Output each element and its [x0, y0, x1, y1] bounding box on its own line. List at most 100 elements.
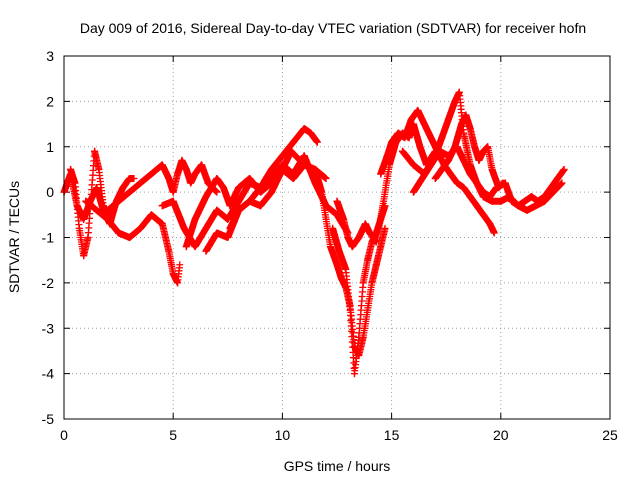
data-point — [532, 202, 540, 210]
data-point — [407, 116, 415, 124]
x-tick-label: 20 — [493, 427, 509, 443]
data-point — [84, 234, 92, 241]
series-track-3 — [82, 197, 184, 287]
data-point — [438, 134, 446, 142]
data-point — [460, 156, 468, 164]
data-point — [471, 143, 479, 151]
data-point — [333, 197, 341, 205]
data-point — [444, 156, 452, 164]
data-point — [147, 211, 155, 219]
data-point — [416, 143, 424, 151]
data-point — [104, 215, 112, 223]
data-point — [174, 170, 182, 178]
data-point — [147, 170, 155, 178]
data-point — [414, 106, 422, 114]
data-point — [499, 179, 507, 187]
data-point — [80, 252, 88, 260]
data-point — [409, 161, 417, 169]
data-point — [438, 165, 446, 173]
data-point — [366, 229, 374, 237]
data-point — [455, 88, 463, 96]
plot-frame — [63, 55, 611, 420]
plus-markers — [202, 125, 321, 255]
data-point — [560, 165, 568, 173]
x-tick-label: 0 — [60, 427, 68, 443]
data-point — [158, 202, 166, 210]
data-point — [224, 234, 232, 241]
data-point — [479, 193, 487, 201]
x-axis-label: GPS time / hours — [284, 458, 391, 474]
data-point — [436, 147, 444, 155]
data-point — [82, 197, 90, 205]
y-tick-label: -4 — [42, 366, 55, 382]
x-tick-label: 15 — [384, 427, 400, 443]
data-point — [495, 184, 503, 192]
series-track-11 — [333, 120, 439, 251]
series-track-4 — [104, 156, 221, 214]
data-point — [547, 184, 555, 192]
data-point — [165, 175, 173, 183]
data-point — [484, 143, 492, 151]
data-point — [99, 202, 107, 210]
data-point — [126, 234, 134, 241]
data-point — [91, 147, 99, 155]
data-point — [418, 175, 426, 183]
data-point — [372, 238, 380, 246]
data-point — [169, 270, 177, 278]
data-point — [246, 175, 254, 183]
y-tick-label: 2 — [46, 93, 54, 109]
x-tick-label: 5 — [169, 427, 177, 443]
data-point — [226, 202, 234, 210]
data-point — [388, 138, 396, 146]
data-point — [364, 256, 372, 264]
data-point — [479, 147, 487, 155]
data-point — [307, 129, 315, 137]
x-tick-label: 10 — [275, 427, 291, 443]
data-point — [224, 215, 232, 223]
data-point — [130, 175, 138, 183]
data-point — [257, 202, 265, 210]
data-point — [202, 193, 210, 201]
data-point — [453, 179, 461, 187]
data-point — [497, 197, 505, 205]
data-point — [182, 243, 190, 251]
data-point — [300, 125, 308, 133]
data-point — [394, 129, 402, 137]
data-point — [466, 193, 474, 201]
data-point — [368, 279, 376, 287]
data-point — [174, 279, 182, 287]
data-point — [355, 333, 363, 341]
data-point — [80, 215, 88, 223]
data-point — [348, 243, 356, 251]
data-point — [165, 247, 173, 255]
data-point — [169, 197, 177, 205]
series-track-2 — [67, 147, 112, 260]
data-point — [490, 229, 498, 237]
data-point — [296, 156, 304, 164]
y-tick-label: 0 — [46, 184, 54, 200]
data-point — [506, 193, 514, 201]
data-point — [67, 165, 75, 173]
data-point — [213, 206, 221, 214]
data-point — [335, 247, 343, 255]
series-track-7 — [202, 125, 321, 255]
data-point — [342, 265, 350, 273]
data-point — [187, 179, 195, 187]
data-point — [235, 197, 243, 205]
data-point — [333, 261, 341, 269]
y-tick-label: -5 — [42, 411, 55, 427]
data-point — [136, 224, 144, 232]
data-point — [300, 152, 308, 160]
series-track-9 — [311, 165, 389, 359]
series-track-15 — [431, 111, 507, 192]
data-point — [178, 156, 186, 164]
data-point — [420, 120, 428, 128]
data-point — [462, 111, 470, 119]
data-point — [169, 188, 177, 196]
data-point — [126, 188, 134, 196]
data-point — [409, 188, 417, 196]
data-point — [235, 206, 243, 214]
data-point — [381, 224, 389, 232]
axis-ticks: 0 5 10 15 20 25 -5 -4 -3 -2 -1 0 1 2 3 — [42, 48, 618, 443]
